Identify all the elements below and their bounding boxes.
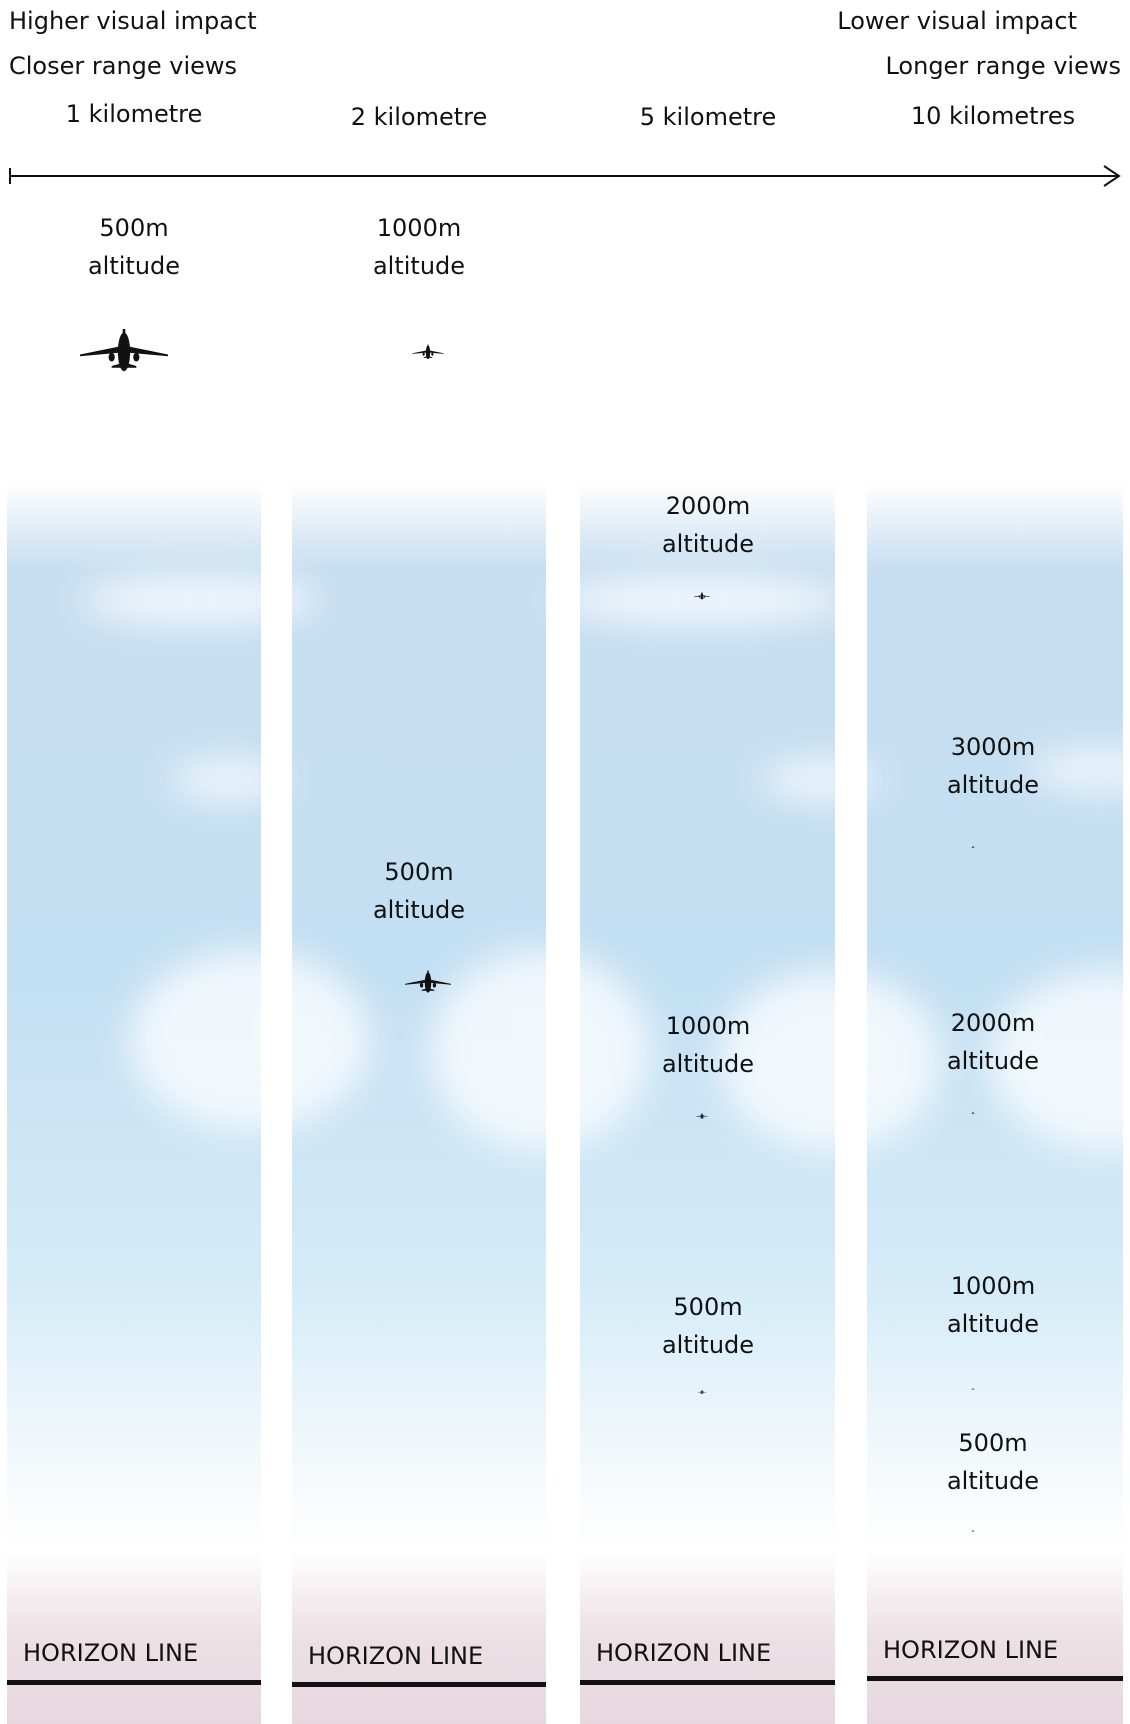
distance-axis xyxy=(9,165,1121,187)
altitude-label: altitude xyxy=(88,252,180,280)
horizon-label: HORIZON LINE xyxy=(596,1639,771,1667)
horizon-line xyxy=(867,1676,1123,1681)
altitude-label: 500m xyxy=(673,1293,742,1321)
altitude-label: 500m xyxy=(99,214,168,242)
header: Higher visual impact Closer range views … xyxy=(9,7,1121,80)
altitude-label: 3000m xyxy=(951,733,1035,761)
altitude-label: 500m xyxy=(384,858,453,886)
header-left: Higher visual impact xyxy=(9,7,257,35)
altitude-label: altitude xyxy=(947,1310,1039,1338)
column: 10 kilometres 3000m altitude 2000m altitude 1… xyxy=(867,102,1123,1681)
distance-label: 1 kilometre xyxy=(66,100,202,128)
horizon-line xyxy=(580,1680,835,1685)
plane-icon xyxy=(80,329,168,372)
altitude-label: altitude xyxy=(947,1467,1039,1495)
altitude-label: altitude xyxy=(373,896,465,924)
altitude-label: altitude xyxy=(662,1050,754,1078)
altitude-label: 1000m xyxy=(666,1012,750,1040)
horizon-label: HORIZON LINE xyxy=(883,1636,1058,1664)
column: 1 kilometre 500m altitude HORIZON LINE xyxy=(7,100,261,1685)
altitude-label: 2000m xyxy=(951,1009,1035,1037)
horizon-line xyxy=(292,1682,546,1687)
altitude-label: 1000m xyxy=(951,1272,1035,1300)
distance-label: 10 kilometres xyxy=(911,102,1075,130)
axis-arrow xyxy=(1103,165,1121,187)
altitude-label: 2000m xyxy=(666,492,750,520)
altitude-label: 500m xyxy=(958,1429,1027,1457)
altitude-label: altitude xyxy=(947,771,1039,799)
distance-label: 5 kilometre xyxy=(640,103,776,131)
horizon-line xyxy=(7,1680,261,1685)
clouds xyxy=(80,575,1123,1150)
distance-label: 2 kilometre xyxy=(351,103,487,131)
altitude-label: 1000m xyxy=(377,214,461,242)
header-left: Closer range views xyxy=(9,52,237,80)
header-right: Lower visual impact xyxy=(837,7,1077,35)
horizon-label: HORIZON LINE xyxy=(308,1642,483,1670)
altitude-label: altitude xyxy=(947,1047,1039,1075)
altitude-label: altitude xyxy=(662,1331,754,1359)
column: 2 kilometre 1000m altitude 500m altitude HORI… xyxy=(292,103,546,1687)
plane-icon xyxy=(412,344,444,360)
header-right: Longer range views xyxy=(885,52,1121,80)
column: 5 kilometre 2000m altitude 1000m altitude 500… xyxy=(580,103,835,1685)
altitude-label: altitude xyxy=(373,252,465,280)
altitude-label: altitude xyxy=(662,530,754,558)
horizon-label: HORIZON LINE xyxy=(23,1639,198,1667)
